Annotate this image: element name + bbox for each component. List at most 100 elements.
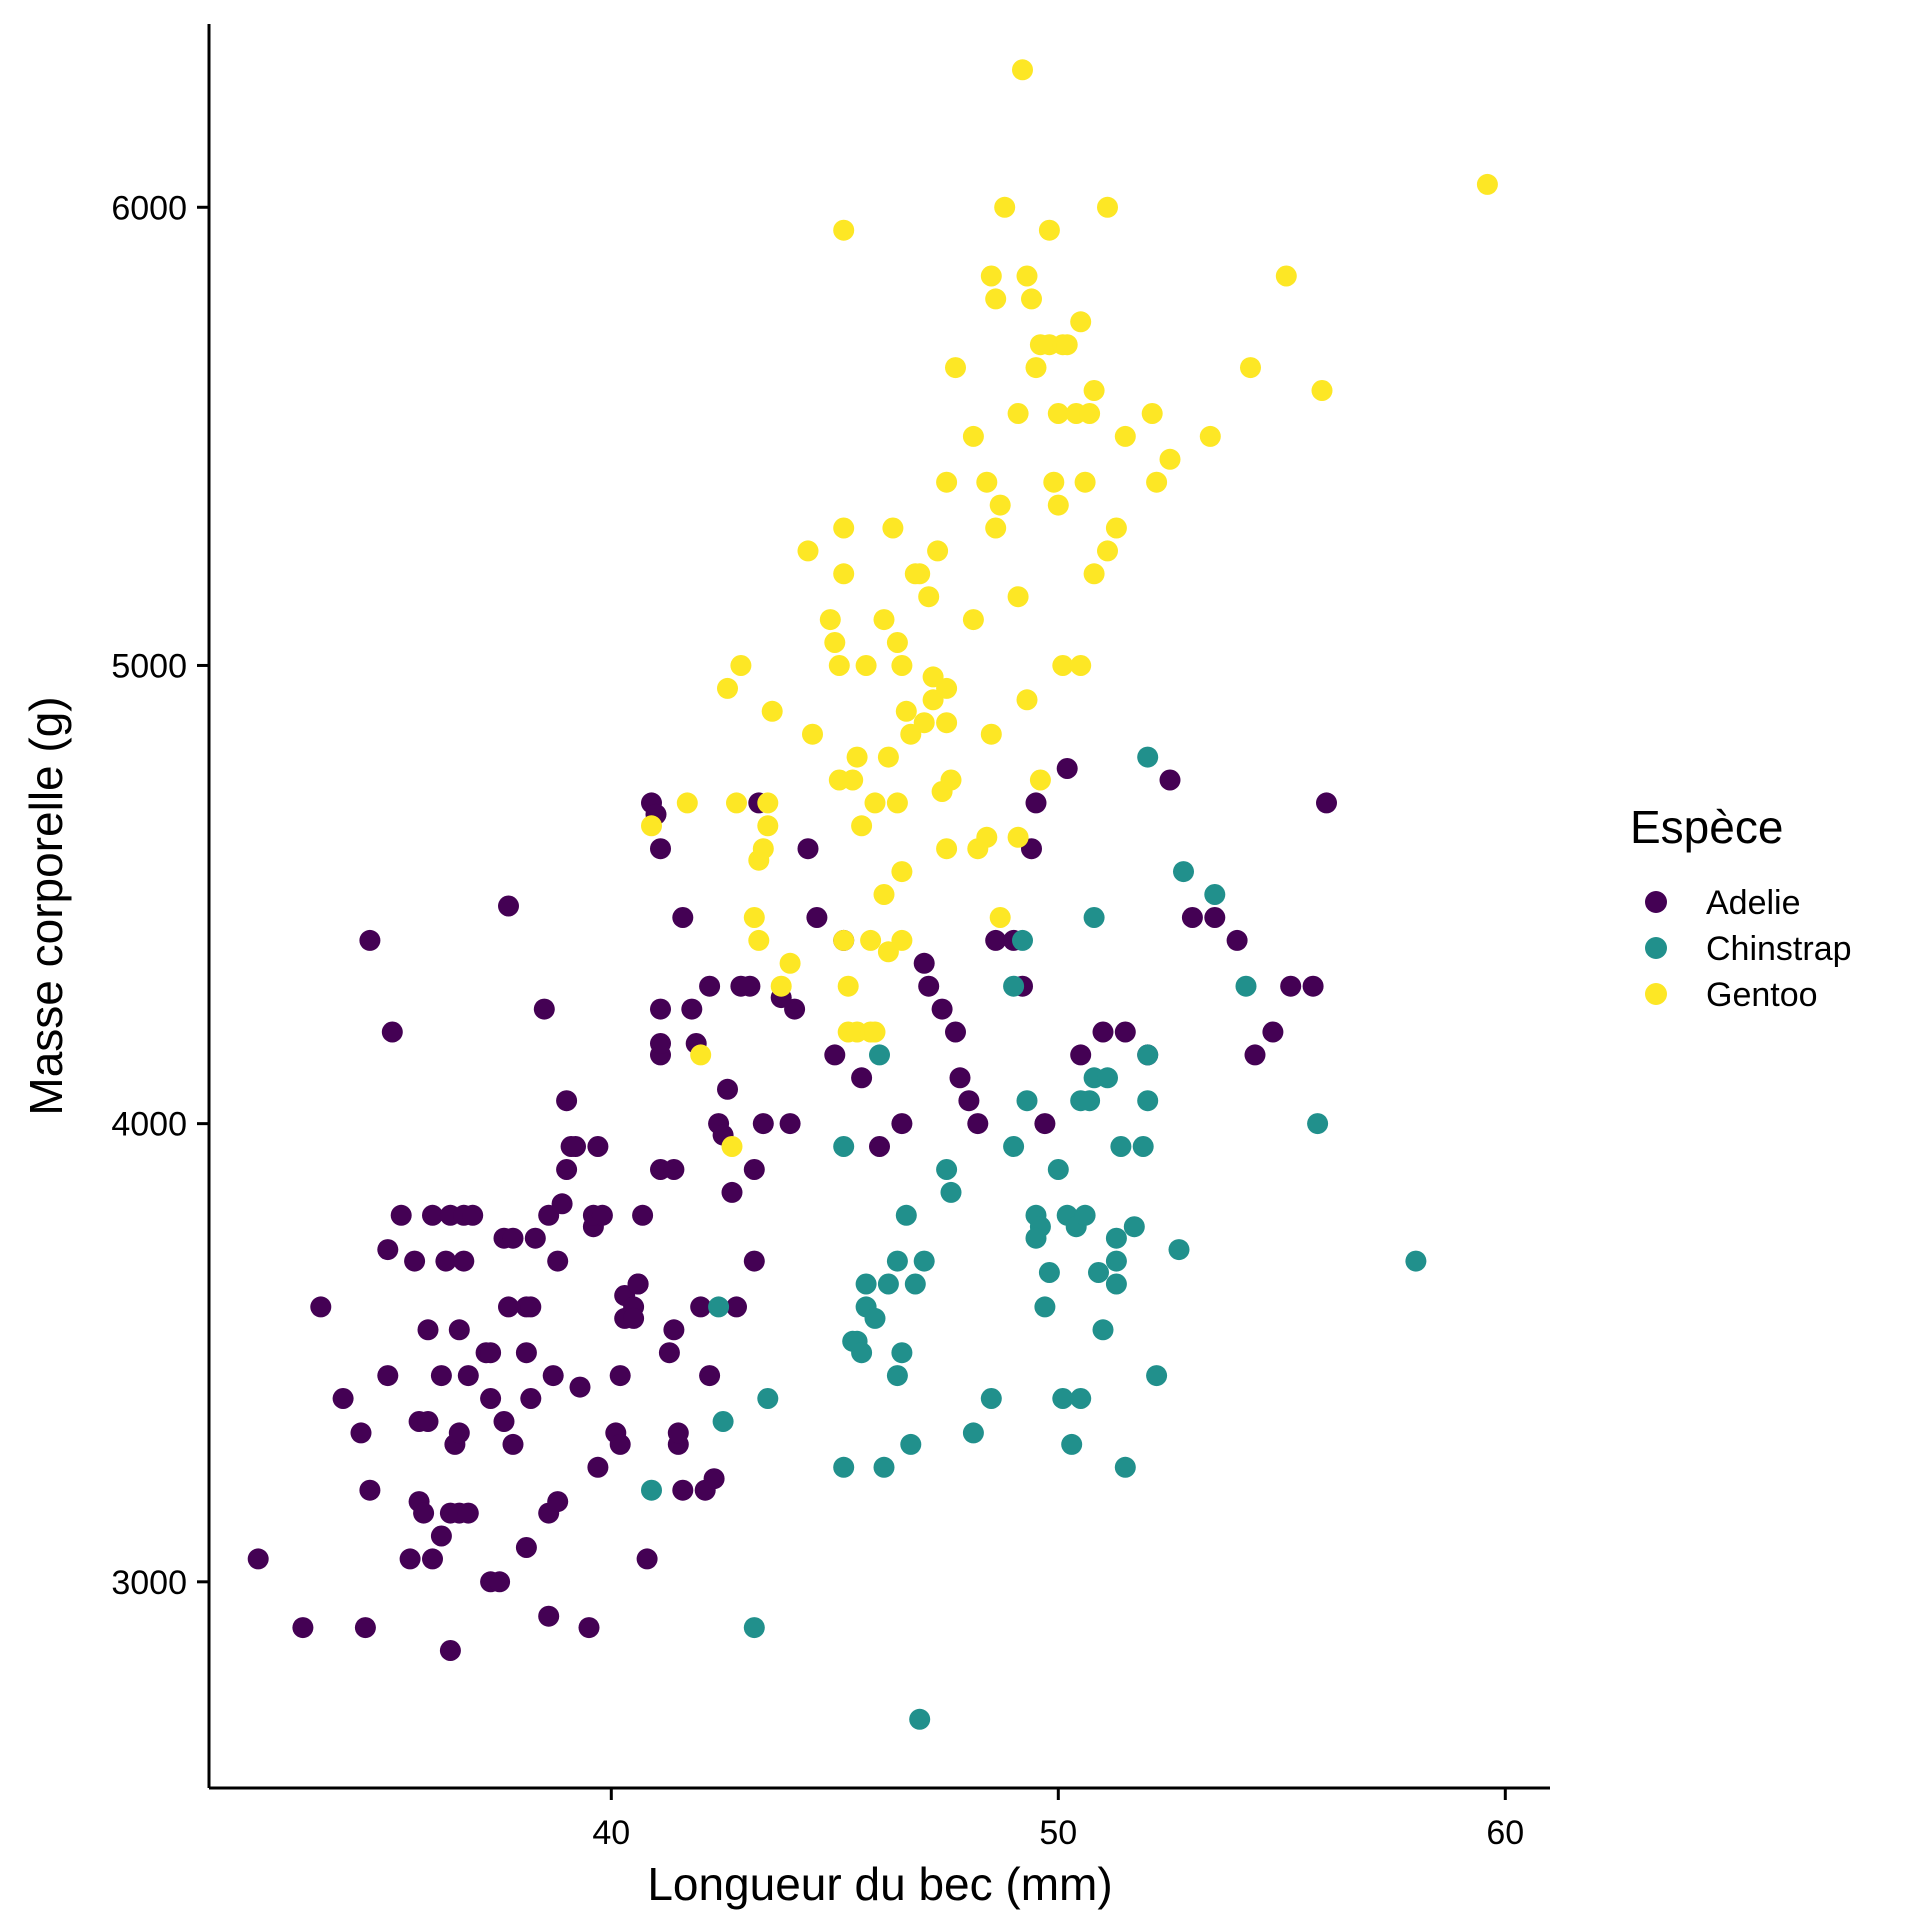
data-point — [1012, 929, 1033, 951]
data-point — [837, 975, 859, 997]
y-tick-label: 4000 — [111, 1106, 187, 1144]
data-point — [833, 517, 855, 539]
data-point — [1074, 1204, 1096, 1226]
data-point — [591, 1204, 613, 1226]
data-point — [1132, 1136, 1154, 1157]
data-point — [703, 1468, 725, 1490]
data-point — [824, 1044, 846, 1066]
data-point — [1074, 471, 1096, 493]
data-point — [1114, 1021, 1136, 1043]
data-point — [1070, 1044, 1092, 1066]
data-point — [1079, 403, 1101, 424]
data-point — [1070, 311, 1092, 333]
data-point — [717, 1078, 738, 1100]
data-point — [877, 746, 899, 768]
data-point — [784, 998, 806, 1020]
data-point — [636, 1548, 658, 1570]
y-tick-label: 6000 — [111, 189, 187, 227]
data-point — [895, 700, 917, 722]
data-point — [1079, 1090, 1101, 1112]
data-point — [489, 1571, 511, 1593]
data-point — [681, 998, 703, 1020]
data-point — [873, 609, 895, 631]
data-point — [980, 265, 1002, 287]
data-point — [1105, 1273, 1127, 1295]
data-point — [667, 1422, 689, 1444]
data-point — [886, 632, 908, 653]
data-point — [1275, 265, 1297, 287]
data-point — [962, 425, 984, 447]
data-point — [1226, 929, 1248, 951]
x-tick-label: 60 — [1486, 1814, 1524, 1852]
data-point — [1159, 448, 1181, 470]
data-point — [354, 1617, 376, 1639]
data-point — [1021, 288, 1042, 310]
data-point — [980, 723, 1002, 745]
data-point — [310, 1296, 332, 1318]
data-point — [1047, 1159, 1069, 1180]
data-point — [623, 1307, 645, 1329]
data-point — [891, 861, 913, 883]
data-point — [609, 1433, 631, 1455]
data-point — [1012, 59, 1033, 81]
data-point — [524, 1227, 546, 1249]
data-point — [842, 769, 864, 791]
data-point — [976, 826, 998, 848]
data-point — [851, 1342, 873, 1364]
data-point — [726, 792, 747, 814]
data-point — [404, 1250, 426, 1272]
data-point — [1235, 975, 1257, 997]
data-point — [886, 1250, 908, 1272]
data-point — [609, 1365, 631, 1387]
data-point — [1181, 907, 1203, 928]
data-point — [721, 1136, 743, 1157]
y-ticks: 3000 4000 5000 6000 — [111, 189, 209, 1602]
data-point — [1146, 471, 1168, 493]
data-point — [864, 1021, 886, 1043]
data-point — [1097, 196, 1118, 218]
data-point — [1114, 425, 1136, 447]
legend-label: Adelie — [1706, 884, 1801, 922]
data-point — [1025, 792, 1047, 814]
legend-title: Espèce — [1630, 801, 1783, 853]
data-point — [422, 1548, 443, 1570]
data-point — [1244, 1044, 1266, 1066]
data-point — [1034, 1113, 1056, 1135]
data-point — [1146, 1365, 1168, 1387]
data-point — [413, 1502, 435, 1524]
series-adelie — [247, 758, 1337, 1661]
data-point — [851, 1067, 873, 1089]
data-point — [904, 1273, 926, 1295]
data-point — [851, 815, 873, 837]
data-point — [699, 1365, 721, 1387]
data-point — [779, 952, 801, 974]
data-point — [547, 1250, 569, 1272]
data-point — [886, 792, 908, 814]
data-point — [873, 884, 895, 905]
data-point — [515, 1537, 537, 1558]
data-point — [399, 1548, 421, 1570]
data-point — [1007, 403, 1029, 424]
data-point — [958, 1090, 980, 1112]
data-point — [909, 1708, 931, 1730]
data-point — [730, 655, 752, 676]
data-point — [1105, 517, 1127, 539]
data-point — [748, 929, 770, 951]
data-point — [945, 357, 966, 379]
data-point — [1083, 907, 1105, 928]
data-point — [650, 1033, 671, 1054]
data-point — [819, 609, 841, 631]
data-point — [1141, 403, 1163, 424]
data-point — [1038, 1262, 1060, 1283]
data-point — [797, 540, 819, 562]
data-point — [1137, 746, 1159, 768]
data-point — [502, 1433, 524, 1455]
data-point — [1137, 1044, 1159, 1066]
data-point — [855, 655, 877, 676]
data-point — [377, 1365, 399, 1387]
plot-points — [247, 59, 1498, 1730]
data-point — [641, 815, 662, 837]
data-point — [945, 1021, 966, 1043]
data-point — [962, 1422, 984, 1444]
